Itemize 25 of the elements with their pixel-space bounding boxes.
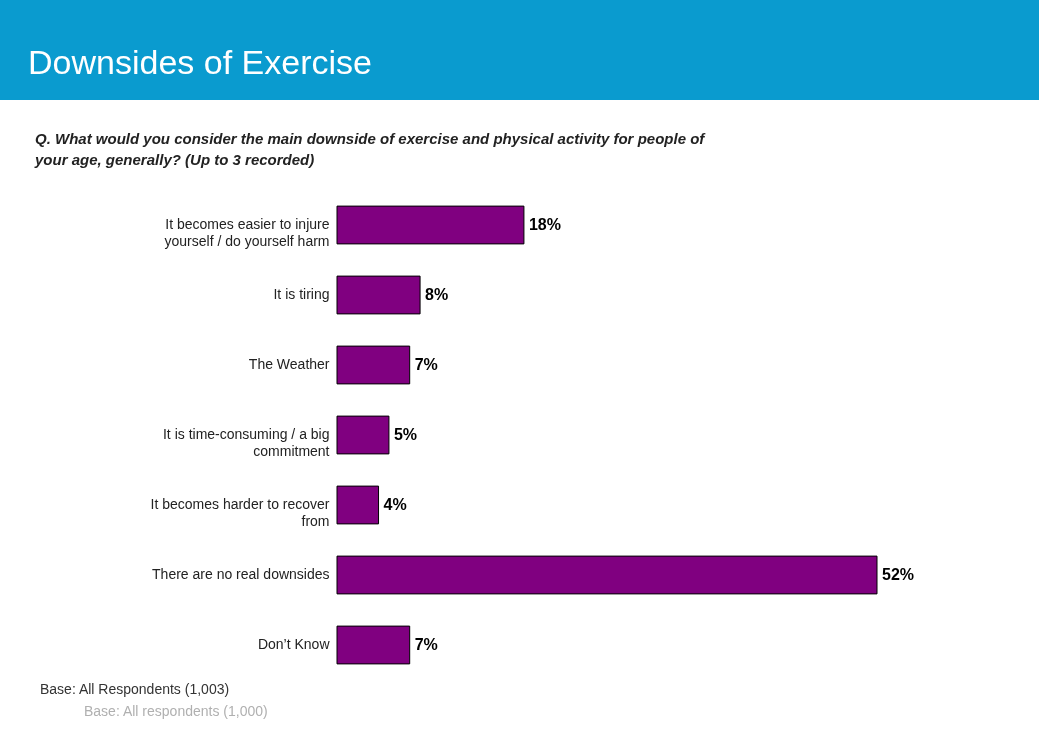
chart-title: Downsides of Exercise xyxy=(28,43,372,81)
y-tick-label: It becomes easier to injure yourself / do yourself harm xyxy=(164,216,330,249)
y-tick-label: The Weather xyxy=(248,356,330,372)
bar xyxy=(336,345,411,385)
y-tick-label: It becomes harder to recover from xyxy=(150,496,330,529)
bar xyxy=(336,485,380,525)
data-label: 7% xyxy=(414,356,438,373)
y-tick-label: There are no real downsides xyxy=(152,566,330,582)
bar xyxy=(336,415,390,455)
bar xyxy=(336,205,525,245)
y-tick-label: Don’t Know xyxy=(257,636,331,652)
data-label: 4% xyxy=(383,496,407,513)
bar xyxy=(336,555,878,595)
bar xyxy=(336,625,411,665)
data-label: 52% xyxy=(882,566,915,583)
bar xyxy=(336,275,421,315)
chart-subtitle: Q. What would you consider the main downside of exercise and physical activity for people of your age, generally? (Up to 3 recorded) xyxy=(34,130,707,168)
data-label: 5% xyxy=(393,426,418,443)
data-label: 18% xyxy=(528,216,561,233)
data-label: 8% xyxy=(425,286,449,303)
text: Base: All respondents (1,000) xyxy=(84,703,268,719)
data-label: 7% xyxy=(414,636,438,653)
y-tick-label: It is tiring xyxy=(273,286,330,302)
y-tick-label: It is time-consuming / a big commitment xyxy=(162,426,330,459)
text: Base: All Respondents (1,003) xyxy=(40,681,230,697)
